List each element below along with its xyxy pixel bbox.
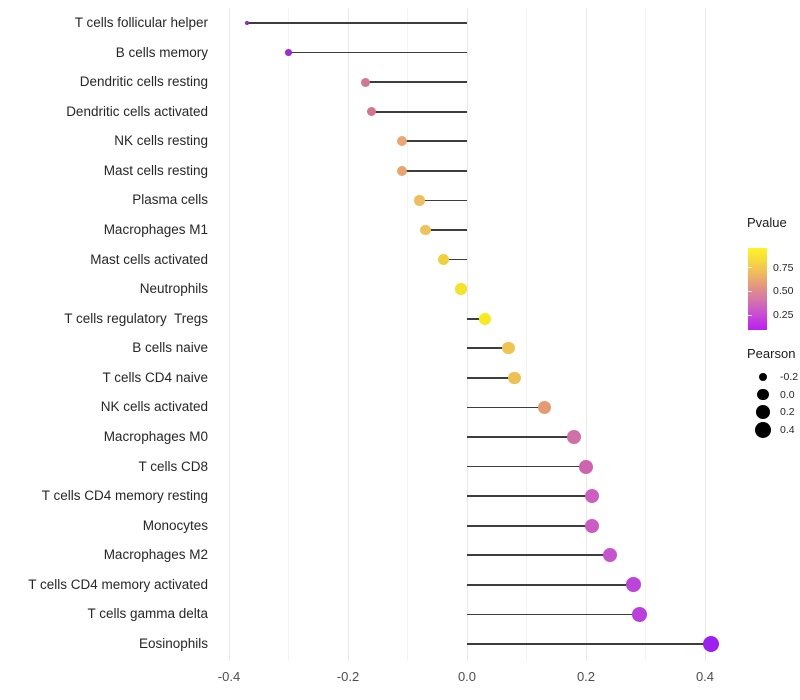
x-axis-tick-label: -0.4 bbox=[217, 669, 241, 684]
lollipop-stick bbox=[401, 140, 467, 143]
category-label: T cells CD4 naive bbox=[102, 369, 208, 385]
category-label: B cells memory bbox=[115, 44, 208, 60]
data-point-dot bbox=[502, 342, 515, 355]
category-label: Mast cells activated bbox=[90, 251, 208, 267]
lollipop-stick bbox=[467, 495, 592, 497]
data-point-dot bbox=[437, 254, 449, 266]
data-point-dot bbox=[508, 371, 521, 385]
category-label: Eosinophils bbox=[138, 636, 208, 651]
lollipop-stick bbox=[467, 406, 545, 409]
pearson-legend-title: Pearson bbox=[747, 346, 796, 361]
size-legend-label: -0.2 bbox=[780, 371, 799, 383]
gridline-minor bbox=[526, 8, 527, 661]
data-point-dot bbox=[396, 165, 407, 176]
category-label: Neutrophils bbox=[139, 281, 208, 297]
colorbar-tick-mark bbox=[748, 314, 752, 316]
category-label: NK cells activated bbox=[100, 399, 208, 415]
data-point-dot bbox=[414, 195, 425, 206]
colorbar-tick-label: 0.75 bbox=[773, 261, 794, 274]
colorbar-tick-mark bbox=[748, 290, 752, 292]
lollipop-stick bbox=[371, 110, 467, 113]
data-point-dot bbox=[584, 489, 599, 504]
gridline-minor bbox=[288, 8, 289, 661]
gridline-major bbox=[585, 8, 587, 661]
gridline-major bbox=[466, 8, 468, 661]
category-label: T cells gamma delta bbox=[87, 606, 208, 622]
size-legend-dot bbox=[755, 422, 771, 439]
x-axis-tick-label: 0.0 bbox=[457, 669, 477, 684]
x-axis-tick-label: 0.4 bbox=[695, 669, 715, 684]
lollipop-stick bbox=[467, 613, 640, 616]
category-label: Mast cells resting bbox=[103, 162, 208, 178]
category-label: Macrophages M0 bbox=[103, 429, 208, 444]
category-label: Dendritic cells activated bbox=[66, 103, 208, 119]
data-point-dot bbox=[455, 283, 467, 295]
category-label: NK cells resting bbox=[114, 133, 208, 149]
colorbar-tick-mark bbox=[748, 267, 752, 269]
data-point-dot bbox=[367, 107, 377, 117]
data-point-dot bbox=[579, 459, 593, 474]
lollipop-stick bbox=[419, 199, 467, 202]
lollipop-stick bbox=[288, 51, 467, 54]
category-label: Macrophages M2 bbox=[103, 547, 208, 563]
x-axis-tick-label: -0.2 bbox=[336, 669, 360, 684]
lollipop-stick bbox=[467, 377, 515, 379]
data-point-dot bbox=[626, 577, 641, 593]
lollipop-stick bbox=[401, 170, 467, 172]
gridline-major bbox=[347, 8, 349, 661]
data-point-dot bbox=[567, 430, 581, 444]
gridline-major bbox=[704, 8, 706, 661]
lollipop-stick bbox=[467, 347, 509, 350]
lollipop-stick bbox=[425, 229, 467, 231]
data-point-dot bbox=[420, 224, 431, 236]
size-legend-dot bbox=[756, 405, 770, 420]
lollipop-stick bbox=[443, 258, 467, 261]
gridline-minor bbox=[645, 8, 646, 661]
category-label: Plasma cells bbox=[132, 192, 208, 208]
size-legend-dot bbox=[758, 372, 768, 382]
data-point-dot bbox=[632, 607, 647, 622]
size-legend-label: 0.0 bbox=[780, 388, 795, 401]
category-label: T cells regulatory Tregs bbox=[64, 310, 208, 326]
lollipop-stick bbox=[467, 584, 634, 586]
data-point-dot bbox=[361, 77, 371, 87]
category-label: T cells CD4 memory resting bbox=[41, 488, 208, 504]
lollipop-stick bbox=[467, 643, 711, 645]
data-point-dot bbox=[478, 312, 491, 325]
lollipop-stick bbox=[467, 436, 575, 438]
data-point-dot bbox=[285, 49, 292, 56]
category-label: T cells CD4 memory activated bbox=[28, 576, 208, 592]
lollipop-stick bbox=[467, 317, 485, 320]
pvalue-legend-title: Pvalue bbox=[747, 215, 787, 230]
size-legend-dot bbox=[757, 388, 769, 401]
lollipop-stick bbox=[467, 524, 592, 527]
category-label: B cells naive bbox=[132, 340, 208, 356]
lollipop-stick bbox=[467, 465, 586, 468]
lollipop-stick bbox=[467, 554, 610, 557]
size-legend-label: 0.4 bbox=[780, 424, 795, 437]
lollipop-stick bbox=[365, 81, 467, 83]
category-label: Monocytes bbox=[142, 517, 208, 533]
data-point-dot bbox=[584, 518, 599, 533]
category-label: T cells follicular helper bbox=[74, 15, 208, 30]
data-point-dot bbox=[537, 400, 551, 414]
category-label: Macrophages M1 bbox=[103, 222, 208, 237]
gridline-major bbox=[228, 8, 230, 661]
gridline-minor bbox=[407, 8, 408, 661]
data-point-dot bbox=[602, 548, 617, 563]
x-axis-tick-label: 0.2 bbox=[576, 669, 596, 684]
size-legend-label: 0.2 bbox=[780, 406, 795, 419]
category-label: T cells CD8 bbox=[138, 458, 208, 474]
pvalue-gradient-bar bbox=[748, 248, 767, 330]
data-point-dot bbox=[702, 636, 719, 652]
colorbar-tick-label: 0.50 bbox=[773, 285, 794, 298]
data-point-dot bbox=[244, 20, 250, 26]
category-label: Dendritic cells resting bbox=[79, 74, 208, 90]
lollipop-stick bbox=[246, 22, 467, 24]
colorbar-tick-label: 0.25 bbox=[773, 309, 794, 322]
data-point-dot bbox=[396, 136, 407, 147]
